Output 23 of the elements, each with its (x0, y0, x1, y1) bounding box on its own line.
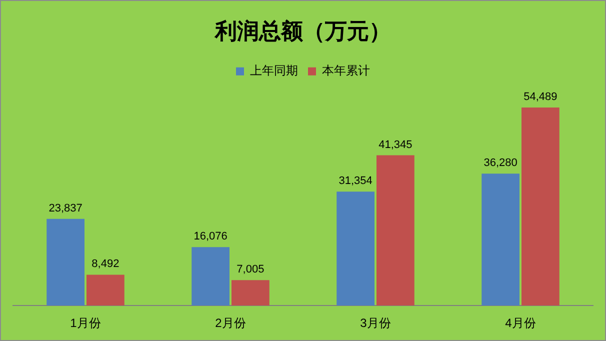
data-label: 23,837 (48, 202, 82, 214)
legend-label: 上年同期 (250, 64, 298, 78)
chart-title: 利润总额（万元） (214, 18, 391, 44)
data-label: 31,354 (338, 175, 372, 188)
x-tick-label: 4月份 (505, 316, 536, 330)
bar (521, 107, 560, 306)
data-label: 7,005 (236, 264, 264, 276)
x-tick-label: 3月份 (360, 316, 391, 330)
data-label: 41,345 (378, 138, 412, 151)
bar (86, 274, 124, 306)
data-label: 8,492 (92, 258, 120, 270)
data-label: 16,076 (194, 230, 228, 243)
bar (46, 218, 85, 306)
bar (231, 280, 270, 306)
x-tick-label: 1月份 (70, 316, 101, 330)
data-label: 54,489 (524, 90, 558, 103)
bar (192, 247, 230, 306)
bar (482, 174, 520, 306)
data-label: 36,280 (484, 157, 518, 170)
legend-label: 本年累计 (322, 64, 370, 78)
bar (336, 192, 375, 306)
bar (376, 155, 414, 306)
x-tick-label: 2月份 (215, 316, 246, 330)
